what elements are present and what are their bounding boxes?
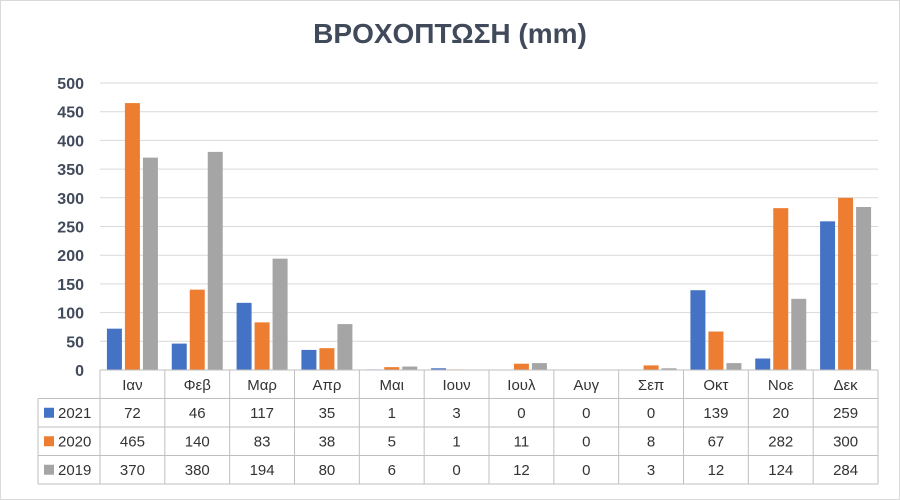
data-label: 0 — [452, 462, 460, 479]
bar-2021-Νοε — [755, 358, 771, 370]
bar-2020-Οκτ — [708, 331, 724, 370]
category-label: Μαρ — [247, 377, 277, 394]
bar-2020-Νοε — [773, 208, 789, 370]
data-label: 3 — [452, 405, 460, 422]
data-label: 0 — [582, 462, 590, 479]
legend-key-2019 — [44, 464, 54, 475]
bar-2019-Απρ — [337, 324, 353, 370]
data-label: 282 — [768, 433, 793, 450]
bar-2019-Ιαν — [142, 157, 158, 370]
data-label: 46 — [189, 405, 206, 422]
bar-2020-Απρ — [319, 348, 335, 370]
bar-2020-Ιουλ — [513, 363, 529, 370]
bar-2021-Απρ — [301, 349, 317, 370]
bar-2019-Μαρ — [272, 258, 288, 370]
legend-label-2021: 2021 — [58, 405, 91, 422]
bar-2019-Δεκ — [856, 206, 872, 370]
data-label: 370 — [120, 462, 145, 479]
data-label: 5 — [388, 433, 396, 450]
data-label: 8 — [647, 433, 655, 450]
bar-2019-Μαι — [402, 366, 418, 370]
data-label: 83 — [254, 433, 271, 450]
data-label: 35 — [319, 405, 336, 422]
category-label: Ιουν — [442, 377, 470, 394]
category-label: Ιαν — [122, 377, 142, 394]
bar-2019-Ιουλ — [531, 363, 547, 370]
legend-key-2021 — [44, 407, 54, 418]
data-label: 0 — [582, 433, 590, 450]
bar-2020-Δεκ — [838, 197, 854, 370]
data-label: 139 — [703, 405, 728, 422]
y-tick-label: 0 — [75, 363, 84, 380]
data-label: 20 — [772, 405, 789, 422]
bar-2019-Φεβ — [207, 151, 223, 370]
data-label: 117 — [250, 405, 274, 422]
category-label: Νοε — [768, 377, 794, 394]
chart-title: ΒΡΟΧΟΠΤΩΣΗ (mm) — [313, 18, 587, 49]
data-label: 38 — [319, 433, 336, 450]
bar-2021-Ιουν — [431, 368, 447, 370]
data-label: 12 — [708, 462, 725, 479]
y-tick-label: 500 — [57, 76, 84, 93]
data-label: 0 — [647, 405, 655, 422]
bar-2019-Οκτ — [726, 363, 742, 370]
data-label: 67 — [708, 433, 725, 450]
data-label: 259 — [833, 405, 858, 422]
category-label: Απρ — [312, 377, 341, 394]
y-tick-label: 100 — [57, 306, 84, 323]
data-label: 11 — [514, 433, 530, 450]
category-label: Αυγ — [573, 377, 599, 394]
data-label: 124 — [768, 462, 793, 479]
data-label: 80 — [319, 462, 336, 479]
legend-key-2020 — [44, 436, 54, 447]
data-label: 1 — [452, 433, 460, 450]
legend-label-2019: 2019 — [58, 462, 91, 479]
data-label: 6 — [388, 462, 396, 479]
data-label: 12 — [513, 462, 530, 479]
data-label: 300 — [833, 433, 858, 450]
data-label: 72 — [124, 405, 141, 422]
category-label: Δεκ — [833, 377, 858, 394]
y-tick-label: 300 — [57, 191, 84, 208]
data-label: 194 — [250, 462, 275, 479]
data-label: 3 — [647, 462, 655, 479]
bar-2021-Φεβ — [171, 343, 187, 370]
bar-2019-Νοε — [791, 298, 807, 370]
data-label: 380 — [185, 462, 210, 479]
bar-2019-Σεπ — [661, 368, 677, 370]
data-label: 1 — [388, 405, 396, 422]
category-label: Οκτ — [703, 377, 728, 394]
bar-2020-Ιαν — [124, 103, 140, 370]
y-tick-label: 350 — [57, 162, 84, 179]
category-label: Ιουλ — [507, 377, 536, 394]
category-label: Σεπ — [638, 377, 664, 394]
data-label: 284 — [833, 462, 858, 479]
y-tick-label: 400 — [57, 133, 84, 150]
bar-2020-Μαρ — [254, 322, 270, 370]
bar-2021-Μαρ — [236, 302, 252, 370]
bar-2020-Φεβ — [189, 289, 205, 370]
bar-2020-Μαι — [384, 367, 400, 370]
bar-2021-Ιαν — [106, 328, 122, 370]
y-tick-label: 50 — [66, 334, 84, 351]
y-tick-label: 450 — [57, 105, 84, 122]
data-label: 0 — [517, 405, 525, 422]
y-tick-label: 200 — [57, 248, 84, 265]
category-label: Φεβ — [184, 377, 212, 394]
category-label: Μαι — [380, 377, 405, 394]
y-tick-label: 150 — [57, 277, 84, 294]
data-label: 0 — [582, 405, 590, 422]
data-label: 465 — [120, 433, 145, 450]
y-tick-label: 250 — [57, 220, 84, 237]
legend-label-2020: 2020 — [58, 433, 91, 450]
bar-2020-Σεπ — [643, 365, 659, 370]
bar-2021-Οκτ — [690, 290, 706, 370]
bar-2021-Δεκ — [820, 221, 836, 370]
data-label: 140 — [185, 433, 210, 450]
